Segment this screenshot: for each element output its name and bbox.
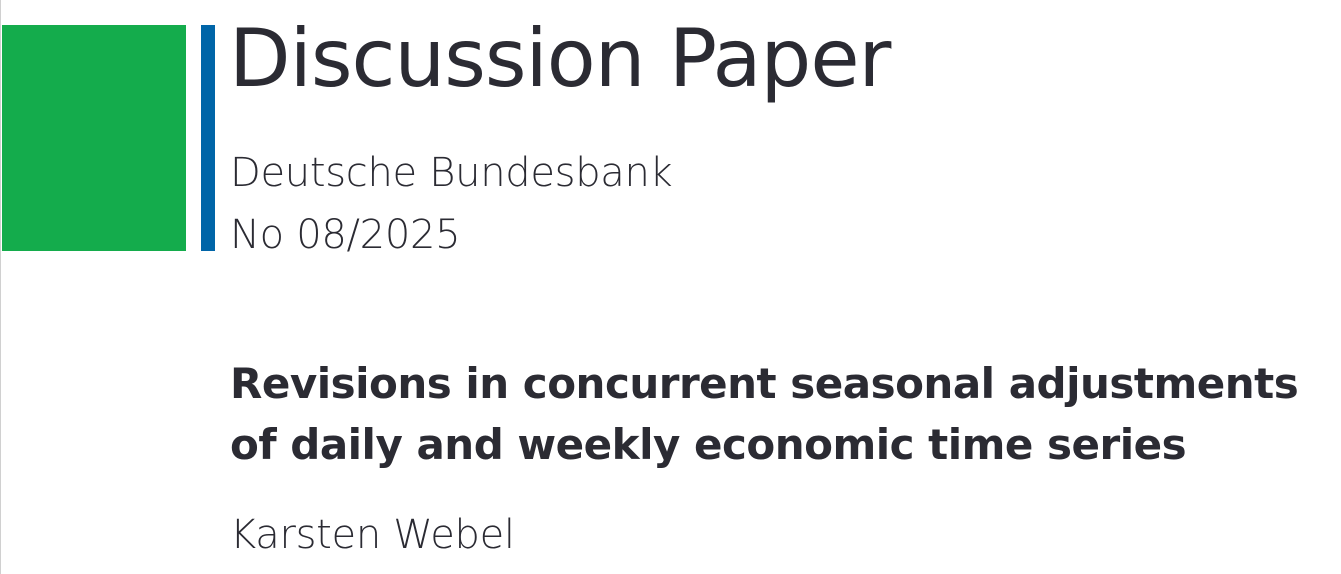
paper-number: No 08/2025 xyxy=(230,212,461,258)
paper-title: Revisions in concurrent seasonal adjustm… xyxy=(230,353,1330,475)
paper-title-line-2: of daily and weekly economic time series xyxy=(230,420,1187,469)
series-title: Discussion Paper xyxy=(229,12,891,105)
publisher-name: Deutsche Bundesbank xyxy=(230,150,673,196)
paper-title-line-1: Revisions in concurrent seasonal adjustm… xyxy=(230,359,1299,408)
brand-green-block xyxy=(2,25,186,251)
page-edge-rule xyxy=(0,0,1,574)
brand-blue-bar xyxy=(201,25,215,251)
author-name: Karsten Webel xyxy=(230,512,515,558)
